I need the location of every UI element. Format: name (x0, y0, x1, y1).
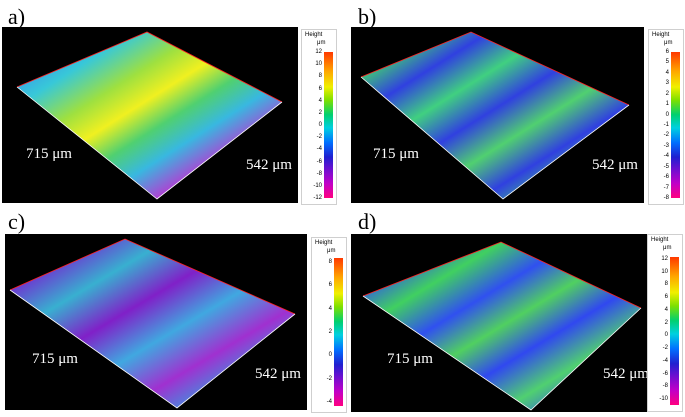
dimension-x: 715 μm (32, 351, 78, 367)
legend-tick-label: -10 (659, 396, 668, 402)
legend-tick-label: 10 (661, 268, 668, 275)
legend-tick-label: 4 (664, 306, 668, 313)
surface-3d-render (9, 238, 296, 409)
legend-tick-label: 2 (665, 90, 669, 97)
legend-tick-label: 0 (318, 122, 322, 128)
legend-tick-label: -4 (316, 146, 322, 153)
surface-3d-render (16, 31, 283, 200)
legend-tick-label: 4 (328, 305, 332, 312)
legend-tick-label: -6 (663, 174, 669, 181)
panel-label: d) (358, 209, 377, 234)
legend-title: Height (651, 237, 669, 243)
legend-tick-label: 8 (328, 259, 332, 265)
legend-tick-label: -1 (663, 122, 669, 128)
legend-title: Height (315, 240, 333, 246)
legend-tick-label: -6 (662, 370, 668, 377)
surface-scan-image (2, 27, 298, 203)
legend-tick-label: 12 (315, 49, 322, 55)
legend-tick-label: -8 (662, 383, 668, 390)
legend-tick-label: -2 (663, 132, 669, 139)
surface-scan-image (351, 27, 644, 203)
legend-tick-label: -3 (663, 142, 669, 149)
height-legend: Height μm 8 6 4 2 0 -2 -4 (311, 237, 347, 413)
legend-tick-label: 8 (664, 281, 668, 288)
color-scale-bar (670, 257, 679, 405)
legend-tick-label: 6 (318, 85, 322, 92)
legend-tick-label: 3 (665, 80, 669, 87)
dimension-x: 715 μm (26, 146, 72, 162)
legend-tick-label: -2 (316, 134, 322, 141)
legend-tick-label: -4 (662, 357, 668, 364)
legend-tick-label: -4 (663, 153, 669, 160)
legend-tick-label: -6 (316, 158, 322, 165)
legend-tick-label: 0 (328, 352, 332, 359)
legend-title: Height (305, 32, 323, 38)
legend-tick-label: -2 (662, 345, 668, 352)
legend-tick-label: -8 (663, 195, 669, 201)
legend-tick-label: 12 (661, 256, 668, 262)
dimension-y: 542 μm (592, 157, 638, 173)
legend-tick-label: -5 (663, 163, 669, 170)
legend-tick-label: 6 (328, 282, 332, 289)
legend-tick-label: 2 (328, 329, 332, 335)
legend-tick-label: 4 (665, 69, 669, 76)
legend-tick-label: -7 (663, 184, 669, 191)
legend-tick-label: 5 (665, 59, 669, 66)
dimension-y: 542 μm (255, 366, 301, 382)
dimension-x: 715 μm (373, 146, 419, 162)
legend-tick-label: -4 (326, 399, 332, 405)
height-legend: Height μm 12 10 8 6 4 2 0 -2 -4 -6 -8 -10 -12 (301, 29, 337, 205)
height-legend: Height μm 6 5 4 3 2 1 0 -1 -2 -3 -4 -5 -6 -7 -8 (648, 29, 684, 205)
surface-scan-image (5, 234, 307, 410)
legend-tick-label: -8 (316, 170, 322, 177)
surface-scan-image (351, 234, 653, 412)
panel-label: b) (358, 4, 377, 29)
legend-tick-label: 2 (318, 109, 322, 116)
legend-title: Height (652, 32, 670, 38)
color-scale-bar (324, 52, 333, 198)
legend-tick-label: 6 (664, 294, 668, 301)
legend-unit: μm (664, 40, 673, 46)
legend-tick-label: -2 (326, 375, 332, 382)
legend-tick-label: 2 (664, 319, 668, 326)
dimension-y: 542 μm (603, 366, 649, 382)
legend-unit: μm (317, 40, 326, 46)
legend-unit: μm (327, 248, 336, 254)
legend-tick-label: -12 (313, 195, 322, 201)
legend-tick-label: 1 (665, 101, 669, 108)
color-scale-bar (334, 258, 343, 406)
legend-tick-label: 0 (664, 332, 668, 339)
surface-3d-render (360, 31, 630, 200)
legend-tick-label: -10 (313, 182, 322, 189)
legend-tick-label: 10 (315, 61, 322, 68)
legend-tick-label: 6 (665, 49, 669, 55)
legend-unit: μm (663, 245, 672, 251)
dimension-y: 542 μm (246, 157, 292, 173)
surface-3d-render (362, 241, 642, 411)
legend-tick-label: 0 (665, 111, 669, 118)
legend-tick-label: 8 (318, 73, 322, 80)
panel-label: c) (8, 209, 26, 234)
dimension-x: 715 μm (387, 351, 433, 367)
legend-tick-label: 4 (318, 97, 322, 104)
height-legend: Height μm 12 10 8 6 4 2 0 -2 -4 -6 -8 -10 (647, 234, 683, 412)
color-scale-bar (671, 52, 680, 198)
panel-label: a) (8, 4, 26, 29)
